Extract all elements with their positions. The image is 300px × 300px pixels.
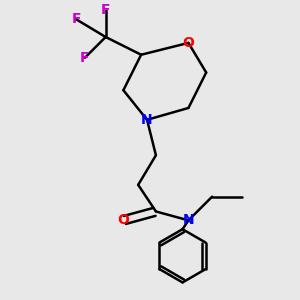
Text: N: N	[141, 113, 153, 127]
Text: F: F	[101, 3, 110, 17]
Text: O: O	[182, 36, 194, 50]
Text: F: F	[80, 51, 90, 65]
Text: O: O	[117, 213, 129, 227]
Text: N: N	[183, 213, 194, 227]
Text: F: F	[71, 12, 81, 26]
